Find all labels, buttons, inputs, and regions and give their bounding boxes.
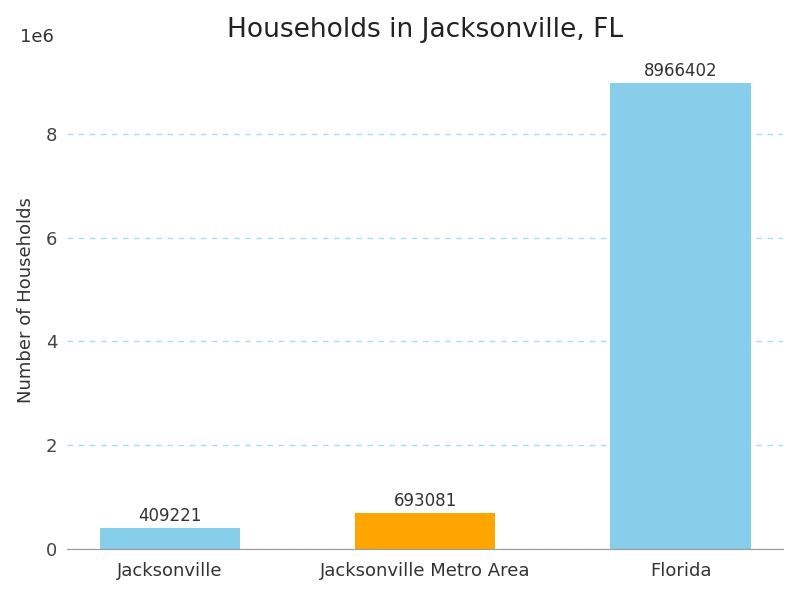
Y-axis label: Number of Households: Number of Households	[17, 197, 34, 403]
Text: 8966402: 8966402	[644, 62, 718, 81]
Text: 409221: 409221	[138, 507, 202, 525]
Bar	[355, 513, 495, 549]
Text: 1e6: 1e6	[21, 27, 54, 45]
Title: Households in Jacksonville, FL: Households in Jacksonville, FL	[227, 17, 623, 42]
Text: 693081: 693081	[394, 492, 457, 510]
Bar	[99, 528, 240, 549]
Bar	[610, 84, 750, 549]
